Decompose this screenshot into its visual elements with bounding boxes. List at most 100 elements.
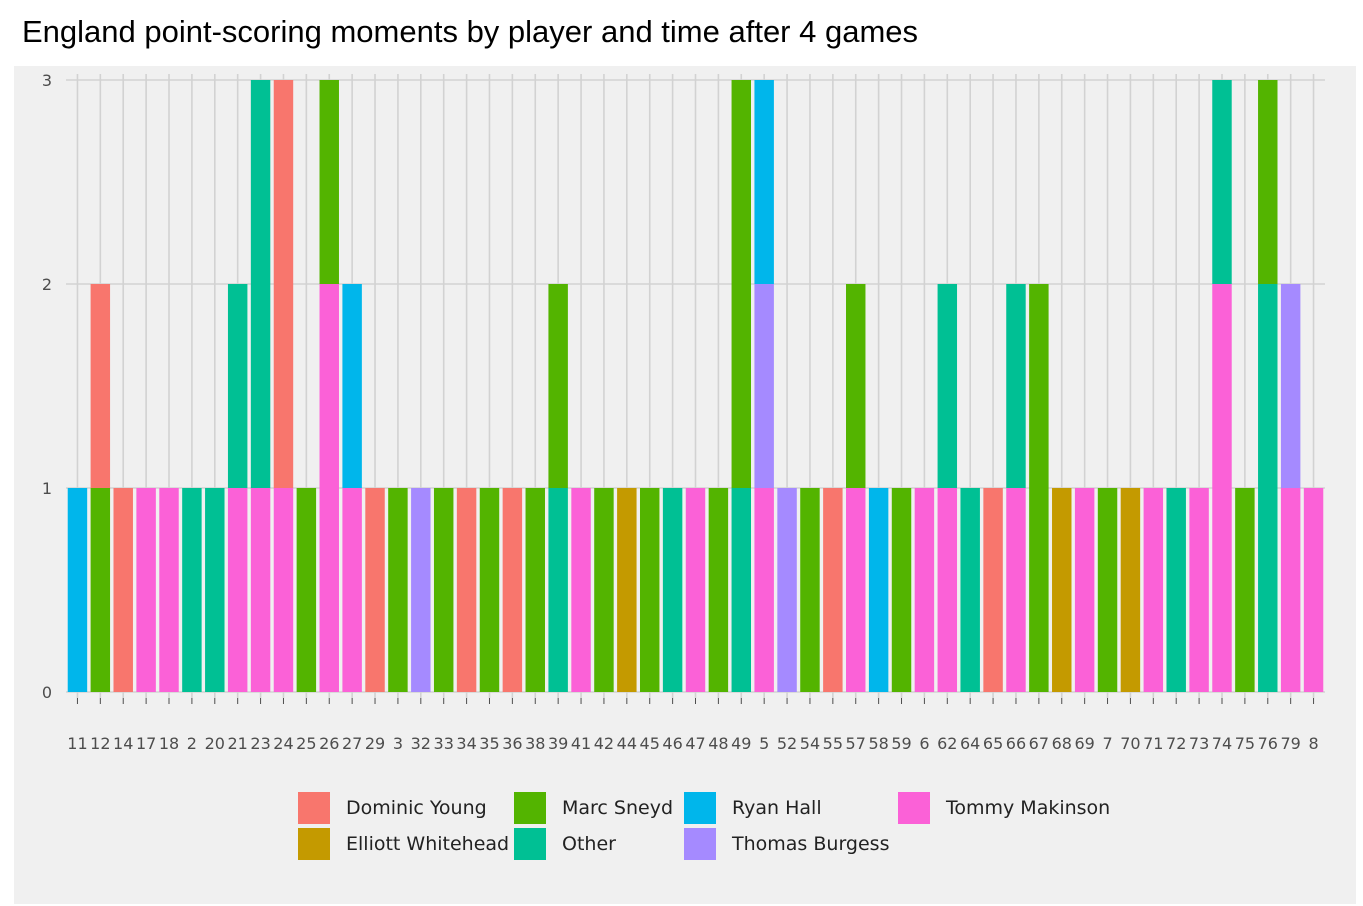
x-tick-label: 38 — [525, 734, 545, 753]
legend-label: Thomas Burgess — [732, 833, 890, 855]
x-tick-label: 21 — [228, 734, 248, 753]
legend-key — [298, 828, 330, 860]
x-tick-label: 67 — [1029, 734, 1049, 753]
x-tick-label: 47 — [685, 734, 705, 753]
bar-segment — [1280, 488, 1301, 692]
bar-segment — [937, 488, 958, 692]
legend-label: Elliott Whitehead — [346, 833, 510, 855]
legend-item: Thomas Burgess — [684, 827, 889, 861]
bar-segment — [594, 488, 614, 692]
x-tick-label: 14 — [113, 734, 133, 753]
x-tick-label: 52 — [777, 734, 797, 753]
legend-item: Tommy Makinson — [898, 791, 1110, 825]
x-tick-label: 11 — [67, 734, 87, 753]
chart-title: England point-scoring moments by player … — [22, 14, 919, 49]
bar-segment — [1097, 488, 1118, 692]
legend-label: Other — [562, 833, 616, 855]
x-tick-label: 25 — [296, 734, 316, 753]
bar-segment — [731, 80, 752, 488]
bar-segment — [433, 488, 454, 692]
x-tick-label: 2 — [187, 734, 197, 753]
bar-segment — [868, 488, 889, 692]
legend-key — [898, 792, 930, 824]
x-tick-label: 59 — [891, 734, 911, 753]
x-tick-label: 54 — [800, 734, 820, 753]
x-tick-label: 35 — [479, 734, 499, 753]
bar-segment — [319, 80, 339, 284]
y-tick-label: 2 — [42, 275, 52, 294]
bar-segment — [1212, 80, 1232, 284]
bar-segment — [136, 488, 156, 692]
x-tick-label: 74 — [1212, 734, 1232, 753]
bar-segment — [250, 80, 271, 488]
bar-segment — [1189, 488, 1209, 692]
x-tick-label: 76 — [1258, 734, 1278, 753]
legend-item: Ryan Hall — [684, 791, 822, 825]
x-tick-label: 69 — [1074, 734, 1094, 753]
bar-segment — [1029, 284, 1049, 692]
bar-segment — [639, 488, 660, 692]
bar-segment — [754, 80, 774, 284]
x-tick-label: 23 — [250, 734, 270, 753]
y-tick-label: 1 — [42, 479, 52, 498]
bar-segment — [296, 488, 317, 692]
bar-segment — [525, 488, 545, 692]
legend-label: Dominic Young — [346, 797, 487, 819]
legend-label: Tommy Makinson — [946, 797, 1111, 819]
x-tick-label: 27 — [342, 734, 362, 753]
x-tick-label: 41 — [571, 734, 591, 753]
bar-segment — [571, 488, 591, 692]
x-tick-label: 3 — [393, 734, 403, 753]
bar-segment — [342, 284, 362, 488]
bar-segment — [1166, 488, 1186, 692]
bar-segment — [456, 488, 477, 692]
bar-segment — [914, 488, 935, 692]
x-tick-label: 66 — [1006, 734, 1026, 753]
bar-segment — [227, 284, 248, 488]
x-tick-label: 55 — [823, 734, 843, 753]
x-tick-label: 57 — [846, 734, 866, 753]
x-tick-label: 68 — [1052, 734, 1072, 753]
bar-segment — [1258, 284, 1278, 692]
x-tick-label: 5 — [759, 734, 769, 753]
x-tick-label: 34 — [456, 734, 476, 753]
x-tick-label: 72 — [1166, 734, 1186, 753]
x-tick-label: 49 — [731, 734, 751, 753]
x-tick-label: 36 — [502, 734, 522, 753]
bar-segment — [205, 488, 225, 692]
chart-panel: 0 1 2 3 11 12 14 17 18 2 20 21 23 24 25 26 27 29 3 32 33 34 35… — [14, 66, 1356, 904]
x-tick-label: 18 — [159, 734, 179, 753]
y-tick-label: 0 — [42, 683, 52, 702]
bar-segment — [1258, 80, 1278, 284]
bar-segment — [1052, 488, 1072, 692]
bar-segment — [502, 488, 523, 692]
bar-segment — [685, 488, 706, 692]
y-tick-label: 3 — [42, 71, 52, 90]
x-tick-label: 75 — [1235, 734, 1255, 753]
bar-segment — [1235, 488, 1255, 692]
x-tick-label: 32 — [411, 734, 431, 753]
bar-segment — [1074, 488, 1095, 692]
x-tick-label: 70 — [1120, 734, 1140, 753]
x-tick-label: 6 — [919, 734, 929, 753]
bar-segment — [548, 284, 568, 488]
legend-key — [514, 792, 546, 824]
bar-segment — [273, 80, 294, 488]
x-tick-label: 33 — [434, 734, 454, 753]
bar-segment — [319, 284, 339, 692]
bar-segment — [113, 488, 133, 692]
legend-key — [514, 828, 546, 860]
legend-key — [684, 792, 716, 824]
legend-key — [684, 828, 716, 860]
bar-segment — [617, 488, 637, 692]
bar-segment — [731, 488, 752, 692]
bar-segment — [342, 488, 362, 692]
x-tick-label: 58 — [868, 734, 888, 753]
legend-label: Marc Sneyd — [562, 797, 674, 819]
bar-segment — [90, 284, 111, 488]
x-tick-label: 8 — [1308, 734, 1318, 753]
x-tick-label: 29 — [365, 734, 385, 753]
x-tick-label: 42 — [594, 734, 614, 753]
bar-segment — [411, 488, 431, 692]
bar-segment — [754, 284, 774, 488]
